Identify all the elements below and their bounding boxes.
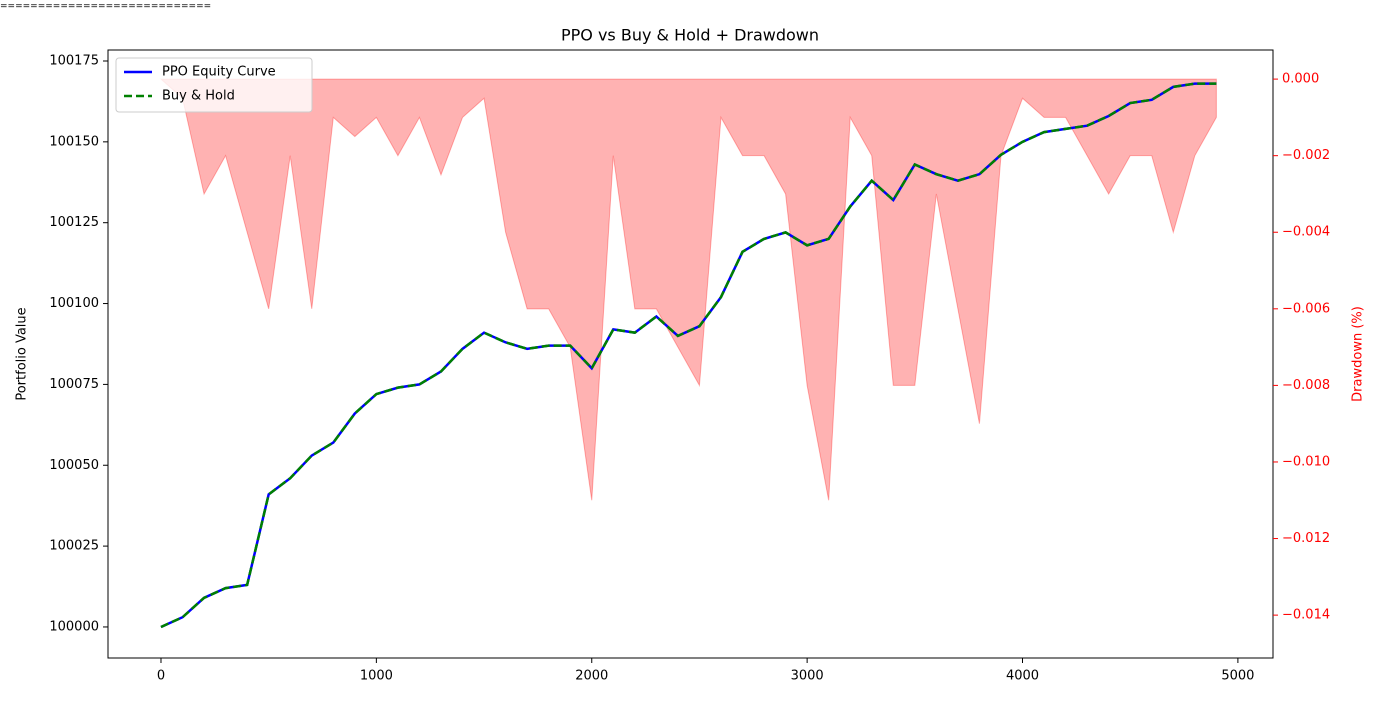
y-tick-label: 100050 (49, 458, 99, 473)
x-tick-label: 5000 (1221, 669, 1254, 684)
series-line (160, 82, 1217, 629)
legend-box (115, 57, 313, 113)
y2-axis-label: Drawdown (%) (1351, 306, 1366, 402)
y2-tick-label: −0.004 (1282, 225, 1330, 240)
y-axis-label: Portfolio Value (15, 307, 30, 400)
y-tick-label: 100175 (49, 53, 99, 68)
legend-label: Buy & Hold (162, 89, 235, 104)
legend-label: PPO Equity Curve (162, 65, 276, 80)
y2-tick-label: −0.002 (1282, 148, 1330, 163)
y2-tick-label: −0.008 (1282, 378, 1330, 393)
y2-tick-label: −0.014 (1282, 608, 1330, 623)
chart-title: PPO vs Buy & Hold + Drawdown (561, 26, 819, 45)
header-text: ============================ (0, 2, 211, 12)
x-tick-label: 4000 (1006, 669, 1039, 684)
y-tick-label: 100075 (49, 377, 99, 392)
y-tick-label: 100150 (49, 134, 99, 149)
x-tick-label: 1000 (360, 669, 393, 684)
y2-tick-label: −0.006 (1282, 301, 1330, 316)
y-tick-label: 100025 (49, 539, 99, 554)
x-tick-label: 3000 (791, 669, 824, 684)
y2-tick-label: −0.012 (1282, 531, 1330, 546)
drawdown-area (159, 78, 1217, 501)
x-tick-label: 2000 (575, 669, 608, 684)
y-tick-label: 100125 (49, 215, 99, 230)
y2-tick-label: 0.000 (1282, 72, 1319, 87)
y-tick-label: 100000 (49, 619, 99, 634)
x-tick-label: 0 (157, 669, 165, 684)
y-tick-label: 100100 (49, 296, 99, 311)
y2-tick-label: −0.010 (1282, 454, 1330, 469)
plot-frame (107, 49, 1274, 659)
